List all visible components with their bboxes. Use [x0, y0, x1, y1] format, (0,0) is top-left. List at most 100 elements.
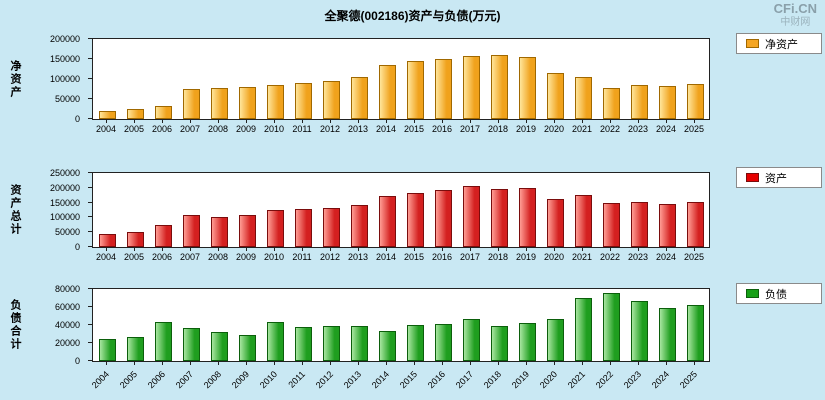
x-tick-label-2008: 2008: [207, 124, 229, 134]
bar-2025: [687, 202, 704, 247]
y-tick-mark: [88, 118, 92, 119]
bar-2023: [631, 202, 648, 247]
x-tick-label-2019: 2019: [515, 252, 537, 262]
bar-2019: [519, 57, 536, 119]
x-tick-label-2020: 2020: [543, 252, 565, 262]
y-tick-mark: [88, 246, 92, 247]
x-tick-mark: [694, 248, 695, 251]
x-tick-mark: [498, 248, 499, 251]
x-tick-label-2005: 2005: [123, 252, 145, 262]
x-tick-mark: [218, 120, 219, 123]
bar-2014: [379, 196, 396, 247]
x-tick-mark: [246, 362, 247, 365]
x-tick-mark: [666, 248, 667, 251]
x-tick-mark: [246, 248, 247, 251]
x-tick-mark: [302, 362, 303, 365]
x-tick-label-2018: 2018: [487, 252, 509, 262]
bar-2017: [463, 56, 480, 119]
bar-2005: [127, 337, 144, 361]
bar-2010: [267, 210, 284, 247]
x-tick-mark: [218, 362, 219, 365]
y-tick-mark: [88, 324, 92, 325]
bar-2006: [155, 225, 172, 247]
x-tick-mark: [694, 362, 695, 365]
x-tick-mark: [610, 120, 611, 123]
y-tick-label: 20000: [54, 338, 80, 348]
x-tick-label-2011: 2011: [292, 252, 312, 262]
bar-2024: [659, 308, 676, 361]
cfi-logo-text: CFi.CN: [773, 1, 817, 16]
x-tick-mark: [414, 120, 415, 123]
x-tick-mark: [134, 248, 135, 251]
legend-swatch-net-assets: [746, 39, 759, 48]
x-tick-mark: [694, 120, 695, 123]
net-assets-y-ticks: 0 50000 100000 150000 200000: [22, 34, 86, 124]
x-tick-mark: [470, 362, 471, 365]
bar-2011: [295, 327, 312, 361]
legend-assets: 资产: [736, 167, 822, 188]
cfi-logo: CFi.CN 中财网: [773, 1, 817, 28]
bar-2011: [295, 209, 312, 247]
x-tick-mark: [638, 248, 639, 251]
x-tick-label-2025: 2025: [683, 252, 705, 262]
net-assets-plot: [92, 38, 710, 120]
x-tick-label-2022: 2022: [599, 124, 621, 134]
x-tick-label-2014: 2014: [375, 252, 397, 262]
legend-label-liabilities: 负债: [765, 288, 787, 301]
x-tick-label-2017: 2017: [459, 124, 481, 134]
bar-2010: [267, 85, 284, 119]
x-tick-mark: [106, 362, 107, 365]
x-tick-label-2023: 2023: [627, 252, 649, 262]
x-tick-label-2021: 2021: [571, 124, 593, 134]
x-tick-label-2019: 2019: [515, 124, 537, 134]
legend-net-assets: 净资产: [736, 33, 822, 54]
x-tick-mark: [274, 248, 275, 251]
bar-2025: [687, 305, 704, 361]
bar-2024: [659, 204, 676, 247]
x-tick-label-2024: 2024: [655, 252, 677, 262]
bar-2006: [155, 106, 172, 119]
y-tick-mark: [88, 38, 92, 39]
bar-2013: [351, 77, 368, 119]
x-tick-label-2016: 2016: [431, 252, 453, 262]
legend-swatch-liabilities: [746, 289, 759, 298]
y-tick-mark: [88, 216, 92, 217]
x-tick-label-2013: 2013: [347, 124, 369, 134]
bar-2018: [491, 326, 508, 361]
x-tick-label-2004: 2004: [95, 124, 117, 134]
x-tick-mark: [190, 362, 191, 365]
x-tick-label-2009: 2009: [235, 252, 257, 262]
x-tick-mark: [666, 362, 667, 365]
bar-2021: [575, 195, 592, 247]
x-tick-mark: [582, 362, 583, 365]
y-tick-mark: [88, 231, 92, 232]
y-tick-mark: [88, 202, 92, 203]
x-tick-label-2015: 2015: [403, 124, 425, 134]
x-tick-mark: [610, 248, 611, 251]
bar-2023: [631, 85, 648, 119]
bar-2015: [407, 61, 424, 119]
bar-2023: [631, 301, 648, 361]
y-tick-label: 50000: [54, 227, 80, 237]
bar-2022: [603, 203, 620, 247]
y-tick-label: 0: [74, 242, 80, 252]
x-tick-mark: [582, 120, 583, 123]
x-tick-mark: [386, 120, 387, 123]
x-tick-mark: [274, 362, 275, 365]
x-tick-mark: [302, 120, 303, 123]
x-tick-mark: [638, 362, 639, 365]
bar-2018: [491, 189, 508, 247]
x-tick-mark: [442, 362, 443, 365]
y-tick-label: 250000: [49, 168, 80, 178]
y-tick-label: 150000: [49, 198, 80, 208]
y-tick-label: 0: [74, 356, 80, 366]
x-tick-mark: [358, 120, 359, 123]
legend-label-net-assets: 净资产: [765, 38, 798, 51]
y-tick-label: 150000: [49, 54, 80, 64]
y-tick-label: 100000: [49, 212, 80, 222]
x-tick-mark: [414, 248, 415, 251]
bar-2022: [603, 88, 620, 119]
x-tick-mark: [162, 120, 163, 123]
y-tick-mark: [88, 172, 92, 173]
